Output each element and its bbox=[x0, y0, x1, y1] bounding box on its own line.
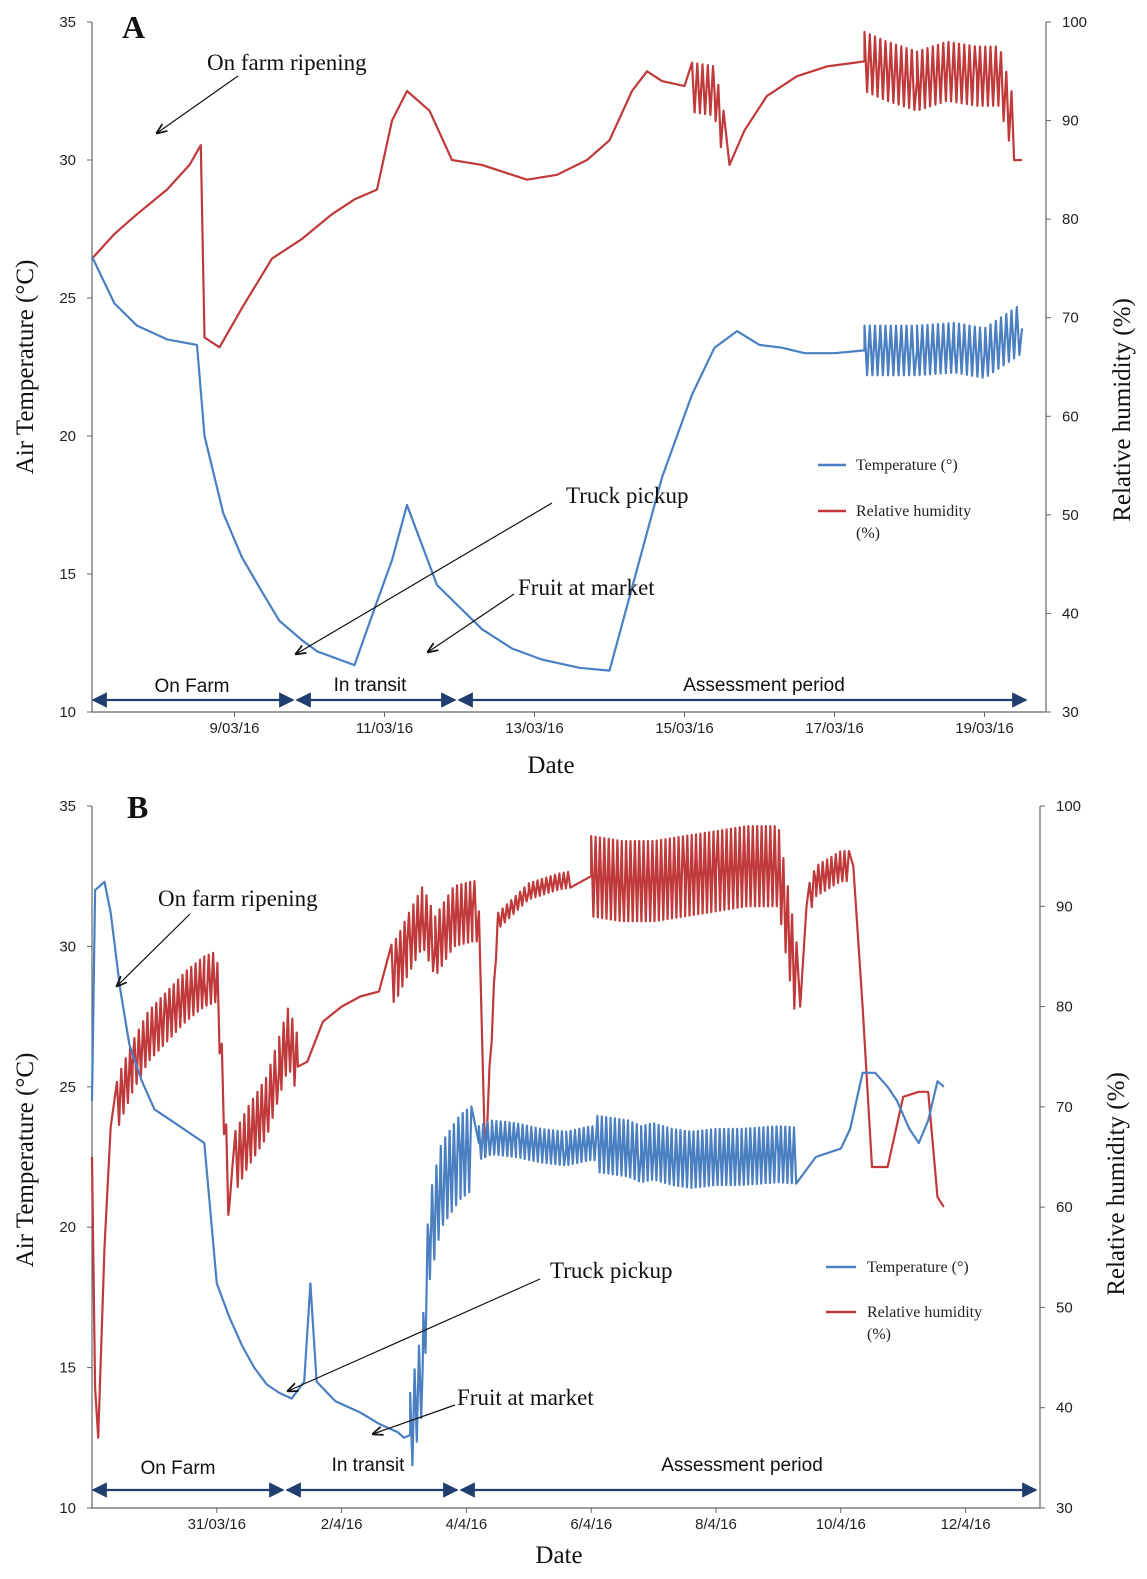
panel-a-humidity-series bbox=[91, 30, 1023, 349]
panel-a-humidity-line bbox=[91, 30, 1023, 349]
panel-a-legend-humidity: Relative humidity bbox=[856, 503, 971, 520]
panel-b-x-ticks: 31/03/16 2/4/16 4/4/16 6/4/16 8/4/16 10/4/16 1… bbox=[188, 1508, 991, 1533]
panel-a-x-axis-title: Date bbox=[527, 752, 574, 779]
panel-b-x-tick-label: 10/4/16 bbox=[816, 1516, 866, 1533]
panel-a-right-tick-label: 90 bbox=[1062, 113, 1079, 130]
panel-b-annotation-market: Fruit at market bbox=[457, 1385, 594, 1410]
panel-b-humidity-series bbox=[90, 825, 945, 1439]
panel-b-x-tick-label: 8/4/16 bbox=[695, 1516, 737, 1533]
panel-a-period-transit: In transit bbox=[334, 675, 408, 696]
panel-b-right-tick-label: 90 bbox=[1056, 898, 1073, 915]
panel-a-x-ticks: 9/03/16 11/03/16 13/03/16 15/03/16 17/03/16 1… bbox=[209, 712, 1014, 737]
panel-b-temperature-line bbox=[90, 880, 945, 1467]
panel-a-period-farm: On Farm bbox=[155, 676, 230, 697]
panel-b-x-tick-label: 6/4/16 bbox=[570, 1516, 612, 1533]
panel-b-x-tick-label: 4/4/16 bbox=[446, 1516, 488, 1533]
panel-b-left-tick-label: 15 bbox=[59, 1360, 76, 1377]
panel-a-left-tick-label: 20 bbox=[59, 428, 76, 445]
panel-a-annotation-truck-arrow bbox=[296, 502, 553, 654]
panel-b-left-ticks: 10 15 20 25 30 35 bbox=[59, 798, 92, 1517]
panel-b-annotation-ripening: On farm ripening bbox=[158, 886, 318, 911]
panel-a-label: A bbox=[122, 9, 145, 45]
panel-a-x-tick-label: 13/03/16 bbox=[505, 720, 563, 737]
panel-b-right-tick-label: 100 bbox=[1056, 798, 1081, 815]
panel-b-annotation-truck-arrow bbox=[288, 1278, 541, 1391]
panel-b-period-farm: On Farm bbox=[141, 1458, 216, 1479]
panel-b-left-tick-label: 35 bbox=[59, 798, 76, 815]
panel-b-right-tick-label: 60 bbox=[1056, 1199, 1073, 1216]
panel-a-period-assessment: Assessment period bbox=[683, 675, 845, 696]
panel-a-annotation-ripening-arrow bbox=[157, 75, 239, 133]
panel-a-temperature-series bbox=[91, 256, 1024, 672]
panel-a-legend-temperature: Temperature (°) bbox=[856, 457, 958, 474]
panel-b-period-assessment: Assessment period bbox=[661, 1455, 823, 1476]
panel-a-left-tick-label: 25 bbox=[59, 290, 76, 307]
panel-b-right-tick-label: 30 bbox=[1056, 1500, 1073, 1517]
panel-a-temperature-line bbox=[91, 256, 1024, 672]
panel-b-right-axis-title: Relative humidity (%) bbox=[1103, 1072, 1130, 1296]
panel-a-legend-humidity-unit: (%) bbox=[856, 525, 880, 542]
panel-b-left-tick-label: 10 bbox=[59, 1500, 76, 1517]
panel-b-left-tick-label: 20 bbox=[59, 1219, 76, 1236]
panel-a-left-ticks: 10 15 20 25 30 35 bbox=[59, 14, 92, 721]
panel-b-temperature-series bbox=[90, 880, 945, 1467]
panel-b-x-tick-label: 12/4/16 bbox=[941, 1516, 991, 1533]
panel-b-annotation-ripening-arrow bbox=[117, 913, 191, 986]
panel-b-legend-humidity: Relative humidity bbox=[867, 1304, 982, 1321]
panel-b-right-ticks: 30 40 50 60 70 80 90 100 bbox=[1040, 798, 1081, 1517]
panel-b-x-axis-title: Date bbox=[535, 1542, 582, 1569]
panel-a-annotation-truck: Truck pickup bbox=[566, 483, 688, 508]
panel-b-right-tick-label: 80 bbox=[1056, 999, 1073, 1016]
panel-a-annotation-ripening: On farm ripening bbox=[207, 50, 367, 75]
panel-b-x-tick-label: 2/4/16 bbox=[321, 1516, 363, 1533]
panel-a-annotation-market: Fruit at market bbox=[518, 575, 655, 600]
panel-b-left-tick-label: 30 bbox=[59, 938, 76, 955]
panel-a-left-tick-label: 10 bbox=[59, 704, 76, 721]
panel-a-x-tick-label: 11/03/16 bbox=[356, 720, 413, 737]
panel-a-right-ticks: 30 40 50 60 70 80 90 100 bbox=[1046, 14, 1087, 721]
panel-a-left-tick-label: 15 bbox=[59, 566, 76, 583]
panel-a-right-tick-label: 30 bbox=[1062, 704, 1079, 721]
panel-a-right-tick-label: 60 bbox=[1062, 408, 1079, 425]
panel-a-right-tick-label: 100 bbox=[1062, 14, 1087, 31]
panel-a-left-tick-label: 35 bbox=[59, 14, 76, 31]
panel-a-x-tick-label: 19/03/16 bbox=[955, 720, 1013, 737]
panel-a-right-tick-label: 80 bbox=[1062, 211, 1079, 228]
panel-b-right-tick-label: 50 bbox=[1056, 1299, 1073, 1316]
panel-a-right-tick-label: 70 bbox=[1062, 310, 1079, 327]
panel-a-left-axis-title: Air Temperature (°C) bbox=[12, 260, 39, 475]
panel-b-annotation-truck: Truck pickup bbox=[550, 1258, 672, 1283]
panel-b: B 10 15 20 25 30 35 30 40 50 60 70 80 90 100 31/03/1… bbox=[12, 789, 1130, 1569]
panel-b-legend-humidity-unit: (%) bbox=[867, 1326, 891, 1343]
panel-a-right-axis-title: Relative humidity (%) bbox=[1109, 298, 1136, 522]
panel-a-x-tick-label: 15/03/16 bbox=[655, 720, 713, 737]
panel-a-x-tick-label: 9/03/16 bbox=[209, 720, 259, 737]
panel-a-annotation-market-arrow bbox=[428, 593, 515, 652]
panel-a-right-tick-label: 40 bbox=[1062, 605, 1079, 622]
panel-a-right-tick-label: 50 bbox=[1062, 507, 1079, 524]
panel-b-legend-temperature: Temperature (°) bbox=[867, 1259, 969, 1276]
panel-b-x-tick-label: 31/03/16 bbox=[188, 1516, 246, 1533]
panel-b-label: B bbox=[127, 789, 148, 825]
panel-b-period-transit: In transit bbox=[332, 1455, 406, 1476]
panel-a-left-tick-label: 30 bbox=[59, 152, 76, 169]
panel-b-left-axis-title: Air Temperature (°C) bbox=[12, 1053, 39, 1268]
panel-b-left-tick-label: 25 bbox=[59, 1079, 76, 1096]
panel-b-humidity-line bbox=[90, 825, 945, 1439]
panel-a-x-tick-label: 17/03/16 bbox=[805, 720, 863, 737]
panel-b-right-tick-label: 70 bbox=[1056, 1099, 1073, 1116]
panel-b-annotation-market-arrow bbox=[373, 1404, 456, 1434]
panel-b-right-tick-label: 40 bbox=[1056, 1400, 1073, 1417]
panel-a: A 10 15 20 25 30 35 30 40 50 60 70 80 90 100 9/03/16… bbox=[12, 9, 1136, 779]
